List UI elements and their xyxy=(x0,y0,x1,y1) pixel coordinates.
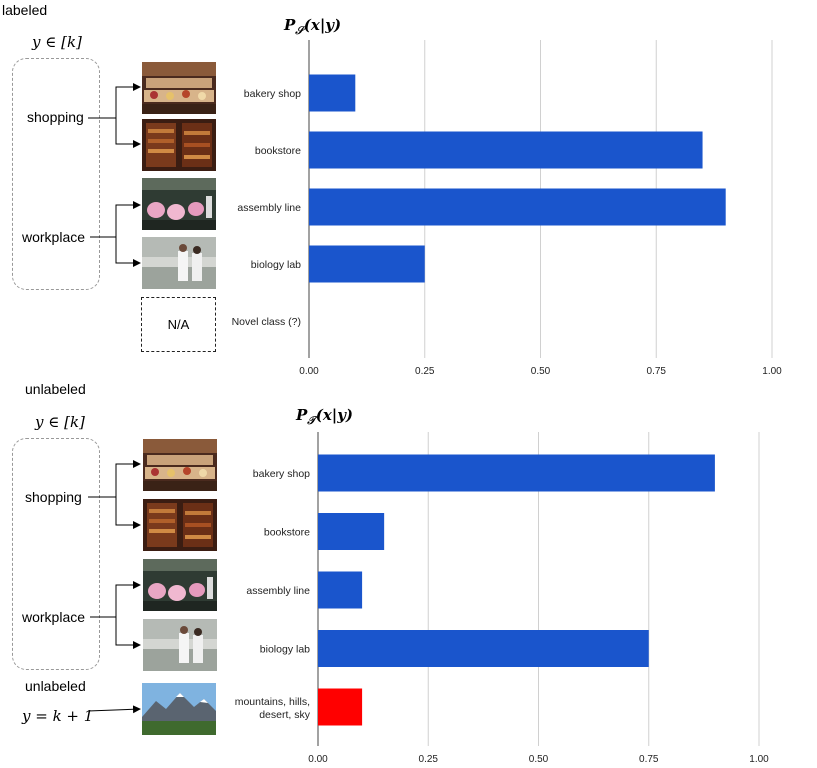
top-group-shopping: shopping xyxy=(27,109,84,125)
top-connectors xyxy=(88,83,141,267)
top-chart: 0.00 0.25 0.50 0.75 1.00 bakery shop bookstore… xyxy=(232,40,782,377)
top-set-label: y ∈ [k] xyxy=(32,33,82,51)
top-chart-category-label: bakery shop xyxy=(244,88,301,100)
bottom-chart-tick-label: 0.75 xyxy=(639,754,659,765)
bottom-connectors xyxy=(87,460,141,714)
bottom-set-label: y ∈ [k] xyxy=(35,413,85,431)
novel-equation: y = k + 1 xyxy=(22,707,94,725)
bottom-chart-category-label: bakery shop xyxy=(253,468,310,480)
bookstore-thumbnail xyxy=(143,499,217,551)
bakery-shop-thumbnail xyxy=(143,439,217,491)
bottom-chart-bar xyxy=(318,688,363,726)
bottom-chart: 0.00 0.25 0.50 0.75 1.00 bakery shop bookstore… xyxy=(235,432,769,765)
novel-section-label: unlabeled xyxy=(25,678,86,694)
assembly-line-thumbnail xyxy=(142,178,216,230)
top-chart-bar xyxy=(309,245,425,283)
top-chart-bar xyxy=(309,188,726,226)
bottom-chart-tick-label: 0.25 xyxy=(419,754,439,765)
top-chart-category-label: assembly line xyxy=(237,202,301,214)
bakery-shop-thumbnail xyxy=(142,62,216,114)
bottom-chart-category-label: mountains, hills, desert, sky xyxy=(235,696,311,721)
top-chart-bar xyxy=(309,131,703,169)
bottom-chart-bar xyxy=(318,630,649,667)
top-chart-category-label: bookstore xyxy=(255,145,301,157)
bottom-chart-title: P𝒯(x|y) xyxy=(296,406,354,427)
novel-placeholder-text: N/A xyxy=(167,317,190,332)
bottom-chart-tick-label: 0.00 xyxy=(308,754,328,765)
biology-lab-thumbnail xyxy=(142,237,216,289)
top-chart-tick-label: 1.00 xyxy=(762,366,782,377)
top-chart-bar xyxy=(309,74,356,112)
biology-lab-thumbnail xyxy=(143,619,217,671)
bottom-chart-category-label: biology lab xyxy=(260,644,310,656)
bookstore-thumbnail xyxy=(142,119,216,171)
bottom-group-workplace: workplace xyxy=(22,609,86,625)
bottom-chart-bar xyxy=(318,571,363,609)
top-chart-title: P𝒮(x|y) xyxy=(284,16,342,37)
bottom-chart-bar xyxy=(318,513,385,550)
bottom-group-shopping: shopping xyxy=(25,489,82,505)
top-chart-tick-label: 0.00 xyxy=(299,366,319,377)
top-section-label: labeled xyxy=(2,2,48,18)
top-chart-tick-label: 0.50 xyxy=(531,366,551,377)
top-chart-tick-label: 0.25 xyxy=(415,366,435,377)
assembly-line-thumbnail xyxy=(143,559,217,611)
bottom-chart-category-label: bookstore xyxy=(264,527,310,539)
top-group-box xyxy=(12,58,100,290)
top-chart-category-label: Novel class (?) xyxy=(232,316,301,328)
bottom-chart-category-label: assembly line xyxy=(246,585,310,597)
top-chart-tick-label: 0.75 xyxy=(647,366,667,377)
bottom-chart-tick-label: 0.50 xyxy=(529,754,549,765)
bottom-group-box xyxy=(12,438,100,670)
mountains-thumbnail xyxy=(142,683,216,735)
bottom-chart-tick-label: 1.00 xyxy=(749,754,769,765)
bottom-chart-bar xyxy=(318,454,715,492)
top-group-workplace: workplace xyxy=(22,229,86,245)
top-chart-category-label: biology lab xyxy=(251,259,301,271)
bottom-section-label: unlabeled xyxy=(25,381,86,397)
novel-class-placeholder: N/A xyxy=(141,297,216,352)
